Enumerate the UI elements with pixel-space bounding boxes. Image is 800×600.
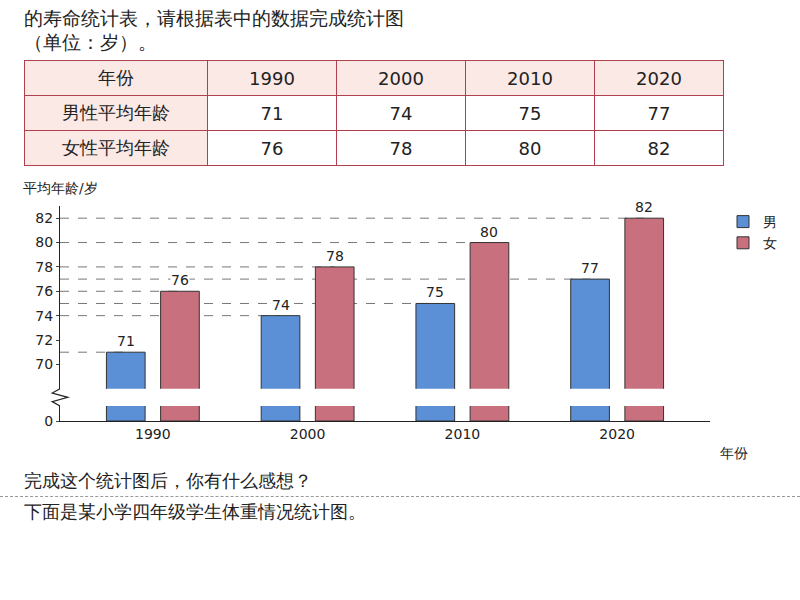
html-text:2020: 2020 (636, 67, 682, 89)
svg-text:女: 女 (763, 235, 777, 251)
html-text:男性平均年龄: 男性平均年龄 (62, 102, 170, 123)
svg-text:77: 77 (581, 260, 599, 276)
html-text:82: 82 (647, 137, 671, 159)
svg-text:80: 80 (480, 224, 498, 240)
html-text:下面是某小学四年级学生体重情况统计图。: 下面是某小学四年级学生体重情况统计图。 (24, 501, 366, 522)
svg-text:80: 80 (35, 234, 53, 250)
svg-text:男: 男 (763, 214, 777, 230)
html-text:2000: 2000 (378, 67, 424, 89)
html-text:的寿命统计表，请根据表中的数据完成统计图: 的寿命统计表，请根据表中的数据完成统计图 (24, 7, 404, 29)
svg-text:1990: 1990 (135, 426, 171, 442)
svg-text:76: 76 (35, 283, 53, 299)
svg-text:72: 72 (35, 332, 53, 348)
svg-text:平均年龄/岁: 平均年龄/岁 (23, 180, 98, 196)
html-text:完成这个统计图后，你有什么感想？: 完成这个统计图后，你有什么感想？ (24, 470, 312, 491)
svg-text:0: 0 (44, 413, 53, 429)
html-text:78: 78 (389, 137, 413, 159)
svg-text:2010: 2010 (445, 426, 481, 442)
svg-text:年份: 年份 (720, 445, 748, 461)
html-text:74: 74 (389, 102, 413, 124)
svg-text:78: 78 (35, 259, 53, 275)
svg-text:2000: 2000 (290, 426, 326, 442)
html-text:80: 80 (518, 137, 542, 159)
html-text:71: 71 (260, 102, 284, 124)
html-text:女性平均年龄: 女性平均年龄 (62, 137, 170, 158)
html-text:1990: 1990 (249, 67, 295, 89)
svg-text:78: 78 (326, 248, 344, 264)
svg-text:71: 71 (117, 333, 135, 349)
html-text:75: 75 (518, 102, 542, 124)
svg-text:74: 74 (35, 308, 53, 324)
html-text:（单位：岁）。: （单位：岁）。 (24, 31, 157, 53)
svg-text:2020: 2020 (599, 426, 635, 442)
html-text:76: 76 (260, 137, 284, 159)
svg-text:70: 70 (35, 356, 53, 372)
html-text:77: 77 (647, 102, 671, 124)
html-text:年份: 年份 (98, 67, 134, 88)
svg-text:75: 75 (426, 284, 444, 300)
svg-text:82: 82 (35, 210, 53, 226)
svg-text:74: 74 (272, 297, 290, 313)
svg-text:76: 76 (171, 272, 189, 288)
html-text:2010: 2010 (507, 67, 553, 89)
svg-text:82: 82 (635, 199, 653, 215)
